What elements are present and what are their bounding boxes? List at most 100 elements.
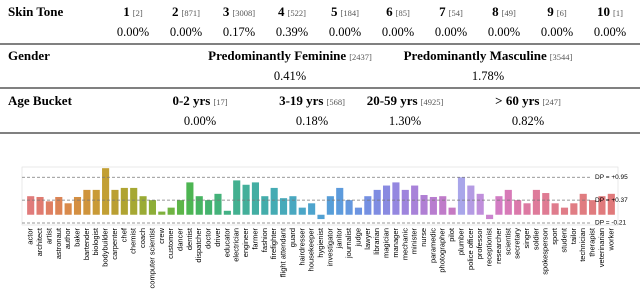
column-count: [2437] — [349, 52, 372, 62]
percent: 0.00% — [541, 25, 573, 39]
x-tick-label: farmer — [250, 228, 259, 250]
x-tick-label: customer — [166, 227, 175, 258]
column-header: 8 [49] — [492, 4, 516, 19]
x-tick-label: electrician — [232, 228, 241, 262]
bar — [214, 193, 222, 215]
bar — [382, 185, 391, 215]
bar — [364, 196, 372, 215]
x-tick-label: artist — [44, 227, 53, 244]
percent: 0.00% — [170, 25, 202, 39]
x-tick-label: janitor — [335, 228, 344, 250]
bar — [514, 200, 522, 215]
bar — [495, 196, 503, 215]
column-header: 3-19 yrs [568] — [279, 93, 345, 108]
bar — [186, 182, 194, 215]
x-tick-label: baker — [72, 228, 81, 247]
bar — [448, 207, 456, 215]
percent: 0.00% — [117, 25, 149, 39]
bar — [148, 200, 156, 215]
bar — [289, 196, 297, 215]
bar — [607, 193, 615, 215]
bar — [195, 196, 203, 215]
column-count: [54] — [449, 8, 463, 18]
x-tick-label: hairdresser — [297, 227, 306, 265]
bar — [326, 196, 334, 215]
bar — [560, 207, 569, 215]
column-name: 10 — [597, 4, 610, 19]
x-tick-label: researcher — [494, 228, 503, 264]
bar — [233, 180, 241, 215]
column-count: [568] — [327, 97, 346, 107]
x-tick-label: bartender — [82, 228, 91, 261]
reference-label: DP = +0.37 — [595, 197, 628, 204]
percent: 1.30% — [389, 114, 421, 128]
bar — [45, 201, 53, 215]
bar — [551, 203, 559, 215]
bar — [523, 203, 531, 215]
x-tick-label: minister — [410, 228, 419, 255]
column-name: 4 — [278, 4, 285, 19]
x-tick-label: pilot — [447, 227, 456, 242]
x-tick-label: dancer — [176, 228, 185, 251]
percent: 0.00% — [594, 25, 626, 39]
x-tick-label: carpenter — [110, 228, 119, 260]
bar — [570, 203, 578, 215]
column-name: 0-2 yrs — [172, 93, 210, 108]
x-tick-label: manager — [391, 228, 400, 258]
x-tick-label: dispatcher — [194, 228, 203, 263]
x-tick-label: flight attendant — [279, 227, 288, 277]
column-count: [1] — [613, 8, 623, 18]
bar — [467, 185, 475, 215]
column-name: 2 — [172, 4, 179, 19]
x-tick-label: paramedic — [428, 228, 437, 263]
x-tick-label: judge — [353, 228, 362, 247]
x-tick-label: doctor — [204, 228, 213, 249]
x-tick-label: sport — [550, 227, 559, 245]
column-header: 10 [1] — [597, 4, 623, 19]
x-tick-label: singer — [522, 228, 531, 249]
bar — [317, 214, 325, 220]
bar — [345, 200, 353, 215]
percent: 0.18% — [296, 114, 328, 128]
x-tick-label: computer scientist — [147, 227, 156, 288]
column-header: 6 [85] — [386, 4, 410, 19]
x-tick-label: astronaut — [54, 227, 63, 259]
bar — [439, 196, 447, 215]
column-count: [49] — [502, 8, 516, 18]
bar — [27, 196, 35, 215]
column-count: [871] — [182, 8, 201, 18]
x-tick-label: police officer — [466, 227, 475, 269]
percent: 0.00% — [435, 25, 467, 39]
column-count: [247] — [542, 97, 561, 107]
reference-label: DP = +0.95 — [595, 174, 628, 181]
x-tick-label: student — [559, 227, 568, 253]
bar — [579, 193, 587, 215]
bar — [476, 193, 484, 215]
column-count: [184] — [341, 8, 360, 18]
column-count: [2] — [133, 8, 143, 18]
column-count: [3544] — [550, 52, 573, 62]
bar — [36, 196, 44, 215]
column-name: > 60 yrs — [495, 93, 539, 108]
bar — [64, 203, 72, 215]
x-tick-label: professor — [475, 227, 484, 259]
bar — [532, 189, 540, 215]
percent: 0.39% — [276, 25, 308, 39]
bar — [270, 187, 278, 215]
bar — [598, 196, 606, 215]
bar — [589, 200, 597, 215]
x-tick-label: tailor — [569, 228, 578, 245]
bar — [55, 196, 63, 215]
bar — [429, 196, 437, 215]
column-count: [6] — [557, 8, 567, 18]
x-tick-label: lawyer — [363, 228, 372, 250]
x-tick-label: coach — [138, 228, 147, 248]
column-header: Predominantly Feminine [2437] — [208, 48, 372, 63]
x-tick-label: receptionist — [485, 227, 494, 266]
bar — [542, 193, 550, 215]
column-count: [4925] — [421, 97, 444, 107]
bar — [261, 196, 269, 215]
x-tick-label: hygienist — [316, 227, 325, 258]
percent: 0.17% — [223, 25, 255, 39]
